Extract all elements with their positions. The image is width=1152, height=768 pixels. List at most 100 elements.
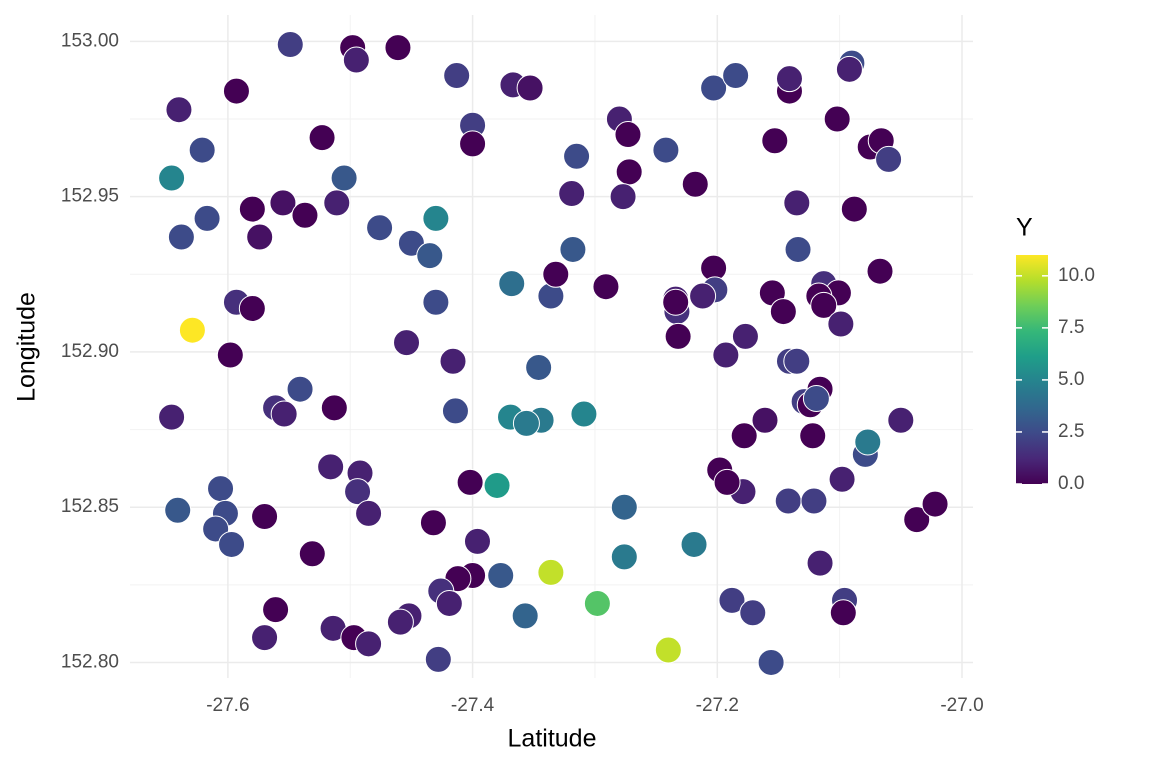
colorbar-tick-label: 10.0: [1058, 265, 1095, 286]
point: [320, 394, 348, 422]
point: [802, 385, 830, 413]
point: [165, 96, 193, 124]
point: [238, 195, 266, 223]
point: [276, 31, 304, 59]
point: [456, 468, 484, 496]
point: [422, 288, 450, 316]
x-tick-label: -27.4: [451, 695, 495, 716]
x-tick-label: -27.0: [940, 695, 983, 716]
point: [463, 527, 491, 555]
point: [783, 189, 811, 217]
point: [654, 636, 682, 664]
x-axis-title: Latitude: [508, 725, 597, 753]
point: [689, 282, 717, 310]
point: [712, 341, 740, 369]
point: [178, 316, 206, 344]
point: [188, 136, 216, 164]
colorbar: [1016, 255, 1048, 484]
point: [193, 204, 221, 232]
point: [386, 608, 414, 636]
x-tick-label: -27.6: [206, 695, 249, 716]
point: [718, 586, 746, 614]
point: [222, 77, 250, 105]
point: [799, 422, 827, 450]
point: [238, 294, 266, 322]
point: [583, 589, 611, 617]
colorbar-tick-label: 0.0: [1058, 473, 1084, 494]
point: [542, 260, 570, 288]
point: [164, 496, 192, 524]
point: [355, 630, 383, 658]
point: [323, 189, 351, 217]
y-tick-label: 152.90: [61, 341, 119, 362]
point: [251, 503, 279, 531]
point: [662, 288, 690, 316]
point: [308, 124, 336, 152]
point: [422, 204, 450, 232]
point: [800, 487, 828, 515]
point: [757, 648, 785, 676]
point: [218, 530, 246, 558]
point: [342, 46, 370, 74]
point: [806, 549, 834, 577]
point: [355, 499, 383, 527]
colorbar-tick-label: 7.5: [1058, 317, 1084, 338]
point: [592, 273, 620, 301]
y-tick-label: 152.85: [61, 496, 119, 517]
point: [769, 298, 797, 326]
point: [525, 353, 553, 381]
point: [700, 74, 728, 102]
point: [207, 475, 235, 503]
point: [512, 409, 540, 437]
point: [366, 214, 394, 242]
point: [903, 506, 931, 534]
point: [828, 465, 856, 493]
points: [158, 31, 949, 676]
point: [269, 189, 297, 217]
point: [441, 397, 469, 425]
point: [424, 645, 452, 673]
point: [664, 322, 692, 350]
point: [875, 145, 903, 173]
legend-title: Y: [1016, 214, 1033, 242]
point: [751, 406, 779, 434]
point: [730, 422, 758, 450]
point: [393, 329, 421, 357]
point: [823, 105, 851, 133]
y-axis-title: Longitude: [13, 292, 41, 402]
point: [610, 493, 638, 521]
point: [829, 599, 857, 627]
point: [680, 530, 708, 558]
point: [216, 341, 244, 369]
x-tick-label: -27.2: [696, 695, 739, 716]
point: [921, 490, 949, 518]
point: [722, 62, 750, 90]
point: [739, 599, 767, 627]
colorbar-tick-label: 2.5: [1058, 421, 1084, 442]
point: [775, 65, 803, 93]
point: [887, 406, 915, 434]
point: [487, 562, 515, 590]
point: [558, 180, 586, 208]
point: [167, 223, 195, 251]
point: [609, 183, 637, 211]
y-tick-label: 153.00: [61, 30, 119, 51]
point: [439, 347, 467, 375]
point: [251, 624, 279, 652]
point: [559, 235, 587, 263]
point: [827, 310, 855, 338]
point: [443, 62, 471, 90]
point: [330, 164, 358, 192]
point: [384, 34, 412, 62]
point: [840, 195, 868, 223]
point: [783, 347, 811, 375]
point: [516, 74, 544, 102]
colorbar-tick-label: 5.0: [1058, 369, 1084, 390]
point: [483, 471, 511, 499]
point: [713, 468, 741, 496]
point: [459, 130, 487, 158]
point: [419, 509, 447, 537]
point: [854, 428, 882, 456]
point: [291, 201, 319, 229]
